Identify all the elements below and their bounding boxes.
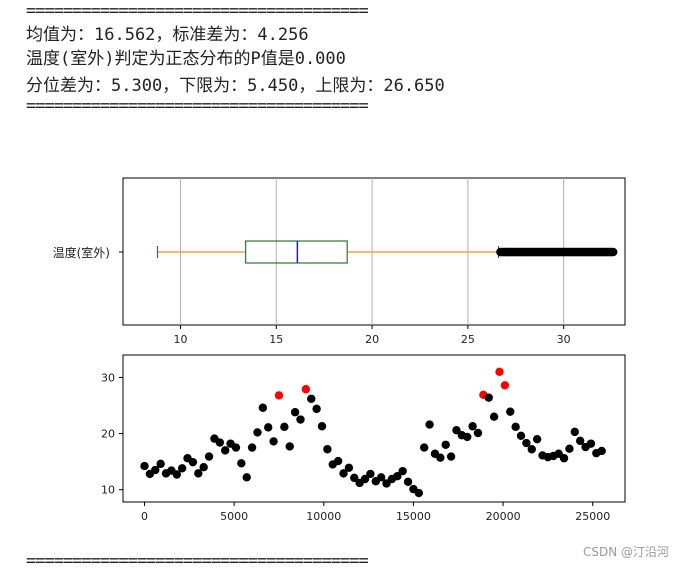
scatter-point [425,420,434,429]
scatter-point [242,473,251,482]
scatter-point [350,473,359,483]
scatter-outlier-point [274,391,284,400]
scatter-point [473,428,483,438]
scatter-point [151,465,160,475]
scatter-point [317,422,327,431]
scatter-point [215,438,225,447]
scatter-point [280,422,289,432]
scatter-point [414,488,424,498]
scatter-x-tick-label: 15000 [396,510,431,523]
scatter-point [586,439,596,448]
scatter-point [296,415,305,424]
boxplot-chart: 10 15 20 25 30 温度(室外) [53,177,626,346]
scatter-point [188,457,198,467]
scatter-outlier-point [301,385,311,394]
scatter-point [285,442,294,451]
scatter-x-tick-label: 25000 [575,510,610,523]
boxplot-x-tick-label: 30 [557,333,571,346]
scatter-point [307,394,316,403]
separator-top: ===================================== [26,1,369,21]
scatter-outlier-point [500,381,510,390]
boxplot-x-tick-label: 25 [461,333,475,346]
scatter-point [204,452,214,461]
scatter-point [231,443,241,452]
scatter-point [269,437,278,446]
boxplot-x-tick-label: 15 [269,333,283,346]
scatter-point [333,456,343,466]
scatter-point [376,473,386,482]
scatter-point [468,422,477,431]
separator-bottom: ===================================== [26,551,369,571]
scatter-point [220,446,230,455]
scatter-point [323,445,332,454]
scatter-point [441,440,450,449]
scatter-point [360,474,370,484]
scatter-point [177,464,187,473]
scatter-point [247,443,257,452]
scatter-point [527,445,536,454]
scatter-point [511,422,520,432]
boxplot-x-tick-label: 20 [365,333,379,346]
scatter-outlier-point [495,367,504,377]
scatter-x-tick-label: 10000 [306,510,341,523]
scatter-point [253,428,262,437]
scatter-chart: 0 5000 10000 15000 20000 25000 10 20 30 [101,354,626,523]
scatter-point [489,412,499,421]
scatter-point [264,423,273,432]
scatter-y-tick-label: 20 [101,428,115,441]
stats-line-mean-std: 均值为：16.562，标准差为：4.256 [26,25,309,45]
scatter-point [559,454,569,463]
stats-line-pvalue: 温度(室外)判定为正态分布的P值是0.000 [26,49,346,69]
scatter-point [156,459,165,469]
boxplot-outlier [608,247,618,257]
scatter-point [516,431,526,440]
scatter-point [403,477,413,487]
scatter-point [452,425,461,435]
scatter-point [532,434,542,444]
scatter-point [312,404,321,414]
watermark: CSDN @汀沿河 [582,545,669,559]
boxplot-category-label: 温度(室外) [53,245,110,260]
scatter-point [565,444,574,453]
scatter-point [172,470,181,479]
scatter-point [393,471,402,481]
scatter-point [575,436,585,446]
scatter-point [344,463,354,472]
scatter-x-tick-label: 5000 [220,510,248,523]
scatter-point [484,393,493,402]
scatter-point [420,443,429,452]
scatter-point [339,469,348,478]
scatter-point [258,403,268,412]
scatter-point [194,469,203,478]
boxplot-box [245,240,348,264]
stats-line-iqr-limits: 分位差为：5.300，下限为：5.450，上限为：26.650 [26,76,445,96]
separator-mid: ===================================== [26,96,369,116]
scatter-point [446,452,456,461]
scatter-x-tick-label: 0 [141,510,148,523]
scatter-y-tick-label: 30 [101,371,115,384]
scatter-point [506,407,515,416]
scatter-point [140,461,149,471]
scatter-point [290,408,300,417]
boxplot-x-tick-label: 10 [173,333,187,346]
scatter-point [463,432,472,442]
scatter-point [199,463,208,472]
scatter-point [597,446,606,456]
scatter-frame [122,354,626,503]
scatter-point [522,438,531,448]
scatter-y-tick-label: 10 [101,484,115,497]
scatter-point [570,427,579,437]
scatter-point [398,466,407,476]
scatter-point [237,459,246,468]
scatter-x-tick-label: 20000 [486,510,521,523]
scatter-point [436,453,445,462]
scatter-point [366,469,375,479]
